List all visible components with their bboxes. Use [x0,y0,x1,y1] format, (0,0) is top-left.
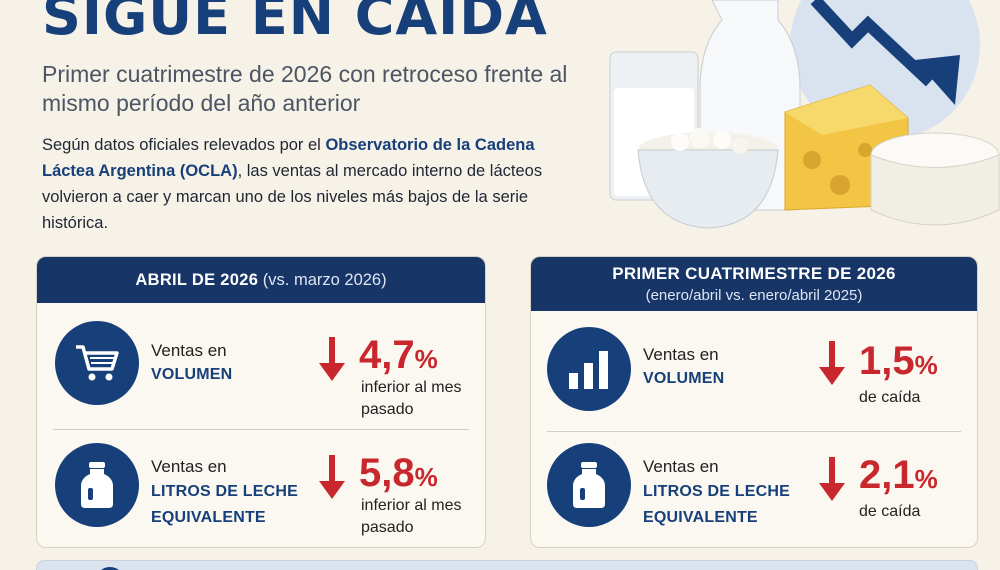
four-months-volume-label-bold: VOLUMEN [643,370,725,387]
april-volume-label-bold: VOLUMEN [151,366,233,383]
panel-april-title: ABRIL DE 2026 [135,271,259,289]
april-volume-label: Ventas en VOLUMEN [151,339,232,387]
bottom-strip-icon [95,567,125,570]
april-row-liters: Ventas en LITROS DE LECHE EQUIVALENTE 5,… [37,431,485,547]
panel-april-subtitle: (vs. marzo 2026) [262,271,387,289]
four-months-volume-note: de caída [859,389,921,406]
panel-four-months-divider [547,431,961,432]
four-months-liters-value: 2,1% [859,455,938,499]
panel-four-months-subtitle: (enero/abril vs. enero/abril 2025) [645,287,863,304]
cart-icon [55,321,139,405]
down-arrow-icon [319,337,345,381]
april-volume-label-top: Ventas en [151,341,227,360]
intro-highlight-ocla: Observatorio de la Cadena Láctea Argenti… [42,136,535,180]
april-liters-number: 5,8 [359,451,415,495]
panel-april: ABRIL DE 2026 (vs. marzo 2026) Ventas en… [36,256,486,548]
april-liters-label-top: Ventas en [151,457,227,476]
april-liters-label-bold: LITROS DE LECHE EQUIVALENTE [151,483,299,526]
april-volume-value: 4,7% [359,335,438,379]
intro-paragraph: Según datos oficiales relevados por el O… [42,132,552,236]
four-months-row-liters: Ventas en LITROS DE LECHE EQUIVALENTE 2,… [531,433,977,547]
intro-text-1: Según datos oficiales relevados por el [42,136,326,154]
four-months-row-volume: Ventas en VOLUMEN 1,5% de caída [531,311,977,429]
four-months-liters-label: Ventas en LITROS DE LECHE EQUIVALENTE [643,455,823,531]
intro-text-2: , las ventas al mercado interno de lácte… [42,162,543,232]
april-liters-label: Ventas en LITROS DE LECHE EQUIVALENTE [151,455,331,531]
panel-four-months-title: PRIMER CUATRIMESTRE DE 2026 [612,264,896,283]
april-liters-unit: % [414,462,438,492]
four-months-volume-value: 1,5% [859,341,938,385]
panel-april-divider [53,429,469,430]
down-arrow-icon [819,341,845,385]
four-months-volume-unit: % [914,350,938,380]
four-months-liters-unit: % [914,464,938,494]
headline: SIGUE EN CAÍDA [42,0,548,47]
panel-four-months-header: PRIMER CUATRIMESTRE DE 2026 (enero/abril… [531,257,977,311]
bar-chart-icon [547,327,631,411]
four-months-liters-note: de caída [859,503,921,520]
four-months-liters-label-bold: LITROS DE LECHE EQUIVALENTE [643,483,791,526]
subtitle: Primer cuatrimestre de 2026 con retroces… [42,61,568,116]
milk-jug-icon [55,443,139,527]
april-volume-number: 4,7 [359,333,415,377]
down-arrow-icon [819,457,845,501]
april-volume-note: inferior al mes pasado [361,379,462,418]
april-liters-note: inferior al mes pasado [361,497,462,536]
panel-four-months: PRIMER CUATRIMESTRE DE 2026 (enero/abril… [530,256,978,548]
april-row-volume: Ventas en VOLUMEN 4,7% inferior al mes p… [37,303,485,423]
dairy-illustration [609,0,1000,229]
four-months-liters-label-top: Ventas en [643,457,719,476]
down-arrow-icon [319,455,345,499]
april-volume-unit: % [414,344,438,374]
panel-april-header: ABRIL DE 2026 (vs. marzo 2026) [37,257,485,303]
april-liters-value: 5,8% [359,453,438,497]
milk-jug-icon [547,443,631,527]
four-months-volume-label-top: Ventas en [643,345,719,364]
bottom-info-strip [36,560,978,570]
four-months-volume-number: 1,5 [859,339,915,383]
four-months-liters-number: 2,1 [859,453,915,497]
four-months-volume-label: Ventas en VOLUMEN [643,343,724,391]
